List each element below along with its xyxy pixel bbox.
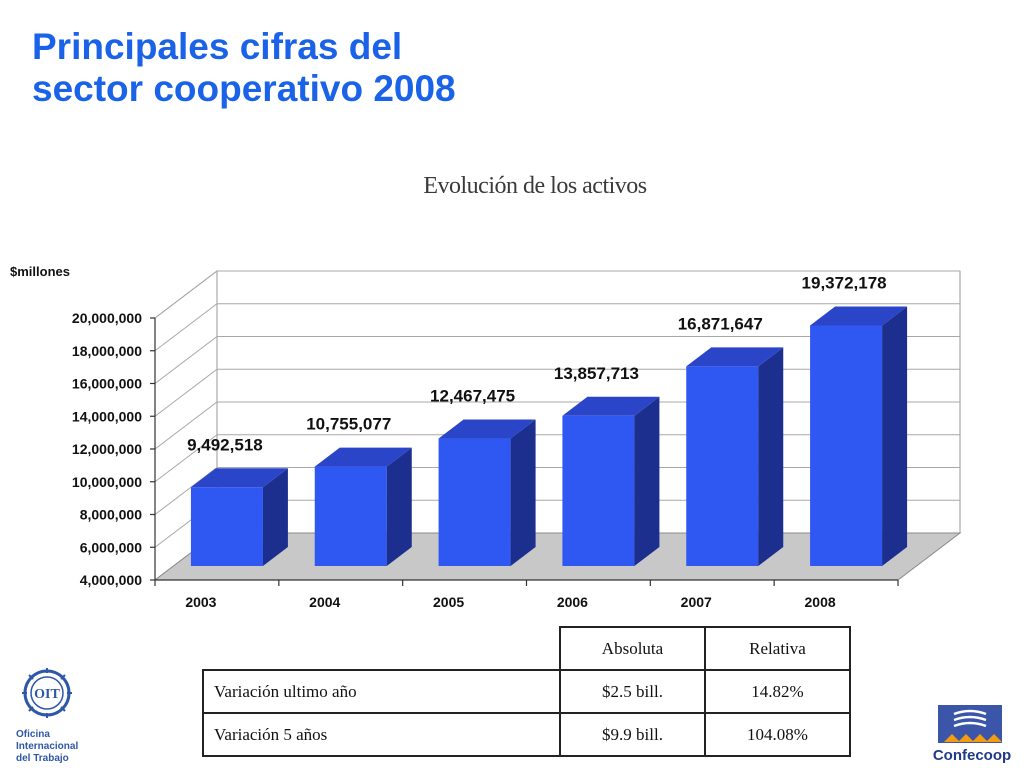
bar-value-label: 9,492,518 — [187, 435, 263, 454]
bar-top — [438, 419, 536, 439]
table-corner — [203, 627, 560, 670]
x-tick-label: 2008 — [805, 594, 836, 610]
variation-table: Absoluta Relativa Variación ultimo año $… — [202, 626, 851, 757]
bar-value-label: 12,467,475 — [430, 387, 515, 406]
page-title: Principales cifras del sector cooperativ… — [32, 26, 456, 110]
bar-top — [190, 468, 288, 488]
y-tick-label: 18,000,000 — [72, 343, 142, 359]
y-tick-label: 16,000,000 — [72, 376, 142, 392]
oit-logo-text-2: Internacional — [16, 741, 78, 752]
bar-side — [386, 447, 412, 566]
bar-side — [634, 396, 660, 566]
bar-side — [510, 419, 536, 566]
bar-value-label: 19,372,178 — [802, 273, 887, 292]
x-tick-label: 2007 — [681, 594, 712, 610]
bar-value-label: 10,755,077 — [306, 415, 391, 434]
bar-front — [810, 325, 883, 566]
bar-front — [190, 487, 263, 566]
oit-logo-text-3: del Trabajo — [16, 753, 69, 764]
table-header-row: Absoluta Relativa — [203, 626, 851, 671]
table-row: Variación ultimo año $2.5 bill. 14.82% — [202, 669, 851, 714]
cell-relativa-5-years: 104.08% — [704, 712, 851, 757]
y-tick-label: 6,000,000 — [80, 539, 142, 555]
y-tick-label: 20,000,000 — [72, 310, 142, 326]
y-tick-label: 14,000,000 — [72, 408, 142, 424]
cell-absoluta-last-year: $2.5 bill. — [559, 669, 706, 714]
bar-front — [314, 466, 387, 566]
y-tick-label: 8,000,000 — [80, 507, 142, 523]
chart-title: Evolución de los activos — [423, 173, 647, 199]
bar-front — [562, 415, 635, 566]
y-axis-label: $millones — [10, 264, 70, 279]
row-label-last-year: Variación ultimo año — [202, 669, 561, 714]
bar-side — [262, 468, 288, 566]
bar-top — [562, 396, 660, 416]
col-header-absoluta: Absoluta — [559, 626, 706, 671]
x-tick-label: 2003 — [185, 594, 216, 610]
gridline — [154, 336, 960, 384]
bar-value-label: 16,871,647 — [678, 314, 763, 333]
x-tick-label: 2004 — [309, 594, 340, 610]
bar-front — [686, 366, 759, 566]
cell-relativa-last-year: 14.82% — [704, 669, 851, 714]
gridline — [154, 303, 960, 352]
col-header-relativa: Relativa — [704, 626, 851, 671]
bar-value-label: 13,857,713 — [554, 364, 639, 383]
confecoop-logo: Confecoop — [933, 705, 1011, 764]
y-tick-label: 10,000,000 — [72, 474, 142, 490]
row-label-5-years: Variación 5 años — [202, 712, 561, 757]
bar-top — [314, 447, 412, 467]
assets-bar-chart: 4,000,000 6,000,000 8,000,000 10,000,000 12,… — [10, 264, 962, 610]
x-tick-label: 2006 — [557, 594, 588, 610]
y-tick-label: 12,000,000 — [72, 441, 142, 457]
cell-absoluta-5-years: $9.9 bill. — [559, 712, 706, 757]
gridline — [154, 270, 960, 319]
bar-front — [438, 438, 511, 566]
title-line-1: Principales cifras del — [32, 26, 403, 67]
title-line-2: sector cooperativo 2008 — [32, 68, 456, 109]
bar-side — [882, 306, 908, 566]
y-tick-label: 4,000,000 — [80, 572, 142, 588]
bar-top — [686, 347, 784, 367]
oit-logo-mark: OIT — [34, 687, 60, 702]
bar-side — [758, 347, 784, 566]
confecoop-logo-text: Confecoop — [933, 747, 1011, 764]
oit-logo: OIT Oficina Internacional del Trabajo — [16, 668, 78, 764]
oit-logo-text-1: Oficina — [16, 729, 50, 740]
bar-top — [810, 306, 908, 326]
x-tick-label: 2005 — [433, 594, 464, 610]
table-row: Variación 5 años $9.9 bill. 104.08% — [202, 712, 851, 757]
